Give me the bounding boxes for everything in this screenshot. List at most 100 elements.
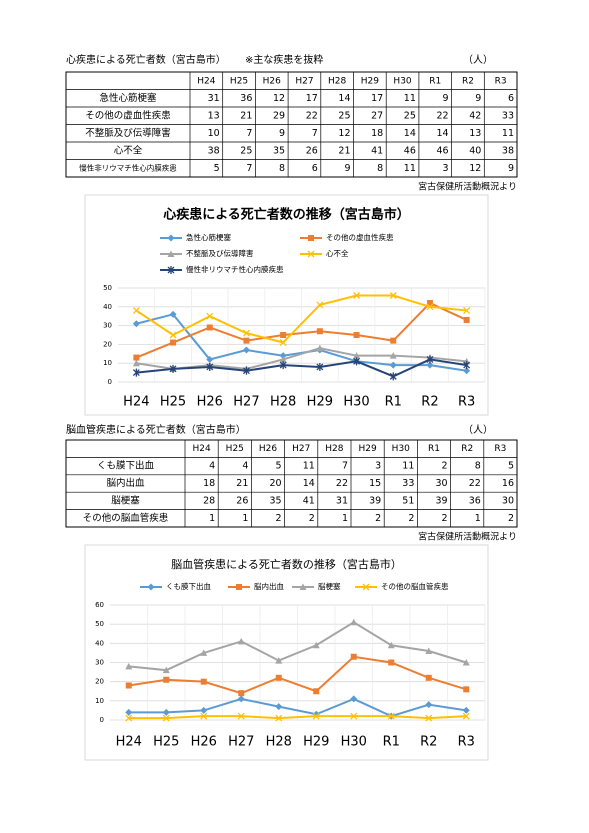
cell-value: 7 bbox=[246, 128, 252, 139]
marker bbox=[279, 361, 287, 370]
marker bbox=[132, 359, 140, 367]
cell-value: 1 bbox=[342, 513, 348, 524]
row-label: くも膜下出血 bbox=[97, 460, 155, 472]
marker bbox=[170, 339, 177, 346]
marker bbox=[353, 292, 361, 299]
cell-value: 2 bbox=[309, 513, 315, 524]
cell-value: 26 bbox=[236, 495, 248, 506]
cell-value: 17 bbox=[371, 93, 383, 104]
cell-value: 29 bbox=[273, 110, 285, 121]
cell-value: 13 bbox=[208, 110, 220, 121]
marker bbox=[275, 703, 283, 711]
cell-value: 14 bbox=[338, 93, 350, 104]
series-line bbox=[128, 697, 467, 718]
marker bbox=[200, 678, 207, 685]
y-tick-label: 50 bbox=[95, 620, 104, 628]
marker bbox=[237, 712, 245, 720]
cell-value: 5 bbox=[214, 163, 220, 174]
marker bbox=[147, 583, 155, 591]
cell-value: 25 bbox=[404, 110, 416, 121]
cell-value: 12 bbox=[469, 163, 481, 174]
y-tick-label: 30 bbox=[95, 659, 104, 667]
marker bbox=[200, 649, 208, 656]
column-header: H30 bbox=[393, 76, 411, 86]
legend-label: 脳内出血 bbox=[254, 581, 284, 591]
cell-value: 26 bbox=[306, 145, 318, 156]
x-tick-label: R1 bbox=[383, 735, 400, 750]
marker bbox=[125, 714, 133, 722]
column-header: H24 bbox=[197, 76, 215, 86]
marker bbox=[426, 303, 434, 311]
marker bbox=[362, 583, 370, 591]
x-tick-label: H27 bbox=[233, 395, 259, 410]
marker bbox=[162, 714, 170, 722]
cell-value: 30 bbox=[502, 495, 514, 506]
cell-value: 17 bbox=[306, 93, 318, 104]
cell-value: 22 bbox=[306, 110, 318, 121]
cell-value: 33 bbox=[402, 478, 414, 489]
marker bbox=[125, 708, 133, 716]
cell-value: 11 bbox=[404, 163, 416, 174]
marker bbox=[169, 331, 177, 339]
cell-value: 5 bbox=[508, 461, 514, 472]
marker bbox=[387, 641, 395, 649]
table-title: 脳血管疾患による死亡者数（宮古島市） bbox=[66, 423, 246, 436]
marker bbox=[463, 361, 471, 370]
x-tick-label: H24 bbox=[116, 735, 142, 750]
row-label: 脳内出血 bbox=[106, 477, 145, 489]
marker bbox=[463, 367, 471, 375]
cell-value: 5 bbox=[276, 461, 282, 472]
cell-value: 10 bbox=[208, 128, 220, 139]
x-tick-label: H28 bbox=[266, 735, 292, 750]
cell-value: 28 bbox=[203, 495, 215, 506]
series-line bbox=[128, 621, 467, 672]
table-title: 心疾患による死亡者数（宮古島市） bbox=[66, 53, 226, 66]
marker bbox=[279, 339, 287, 346]
series-line bbox=[135, 294, 467, 344]
series bbox=[125, 618, 470, 674]
marker bbox=[390, 337, 397, 344]
row-label: 不整脈及び伝導障害 bbox=[85, 127, 171, 139]
x-tick-label: H29 bbox=[303, 735, 329, 750]
table-source: 宮古保健所活動概況より bbox=[418, 531, 517, 543]
marker bbox=[238, 690, 245, 697]
cell-value: 9 bbox=[508, 163, 514, 174]
marker bbox=[426, 300, 433, 307]
legend-label: くも膜下出血 bbox=[166, 581, 211, 591]
cell-value: 8 bbox=[279, 163, 285, 174]
cell-value: 41 bbox=[303, 495, 315, 506]
x-tick-label: H28 bbox=[270, 395, 296, 410]
cell-value: 1 bbox=[475, 513, 481, 524]
cell-value: 7 bbox=[342, 461, 348, 472]
cell-value: 1 bbox=[209, 513, 215, 524]
column-header: R2 bbox=[462, 76, 474, 86]
cell-value: 9 bbox=[344, 163, 350, 174]
marker bbox=[353, 352, 361, 359]
marker bbox=[462, 712, 470, 720]
marker bbox=[242, 329, 250, 337]
marker bbox=[279, 352, 287, 360]
marker bbox=[169, 364, 177, 373]
cell-value: 3 bbox=[375, 461, 381, 472]
row-label: その他の脳血管疾患 bbox=[83, 512, 169, 524]
marker bbox=[463, 307, 471, 315]
marker bbox=[132, 320, 140, 328]
cell-value: 4 bbox=[242, 461, 248, 472]
cell-value: 21 bbox=[338, 145, 350, 156]
y-tick-label: 10 bbox=[95, 697, 104, 705]
cell-value: 31 bbox=[336, 495, 348, 506]
legend-label: その他の脳血管疾患 bbox=[381, 581, 449, 591]
marker bbox=[237, 695, 245, 703]
x-tick-label: R2 bbox=[420, 735, 437, 750]
marker bbox=[206, 312, 214, 320]
legend-label: 不整脈及び伝導障害 bbox=[186, 248, 254, 258]
marker bbox=[353, 357, 361, 366]
cell-value: 30 bbox=[436, 478, 448, 489]
marker bbox=[353, 332, 360, 338]
marker bbox=[280, 332, 287, 338]
cell-value: 21 bbox=[240, 110, 252, 121]
marker bbox=[316, 301, 324, 309]
marker bbox=[242, 366, 250, 375]
marker bbox=[299, 583, 307, 590]
column-header: R2 bbox=[461, 444, 473, 454]
